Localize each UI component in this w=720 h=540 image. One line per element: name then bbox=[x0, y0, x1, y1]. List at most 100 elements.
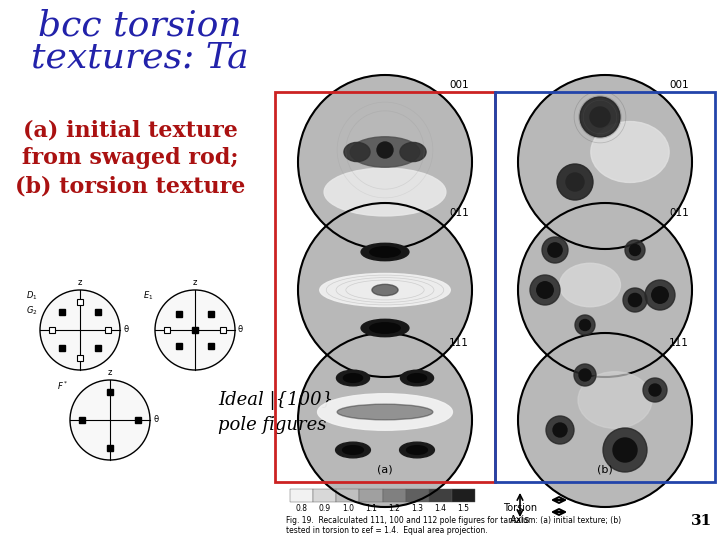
Ellipse shape bbox=[337, 404, 433, 420]
Circle shape bbox=[623, 288, 647, 312]
Ellipse shape bbox=[324, 168, 446, 216]
Text: (b) torsion texture: (b) torsion texture bbox=[15, 175, 246, 197]
Circle shape bbox=[613, 438, 637, 462]
Circle shape bbox=[645, 280, 675, 310]
Text: 0.8: 0.8 bbox=[296, 504, 307, 513]
Ellipse shape bbox=[372, 285, 398, 296]
Text: 1.2: 1.2 bbox=[388, 504, 400, 513]
Text: $F^*$: $F^*$ bbox=[57, 380, 68, 393]
Circle shape bbox=[603, 428, 647, 472]
Circle shape bbox=[625, 240, 645, 260]
Ellipse shape bbox=[578, 372, 652, 428]
Circle shape bbox=[546, 416, 574, 444]
Circle shape bbox=[652, 287, 668, 303]
Text: Torsion
Axis: Torsion Axis bbox=[503, 503, 537, 524]
Ellipse shape bbox=[343, 446, 364, 454]
Circle shape bbox=[70, 380, 150, 460]
Circle shape bbox=[548, 243, 562, 257]
Text: (a) initial texture: (a) initial texture bbox=[22, 119, 238, 141]
Bar bbox=[382, 489, 405, 502]
Circle shape bbox=[298, 75, 472, 249]
Text: 001: 001 bbox=[670, 80, 689, 90]
Text: (b): (b) bbox=[597, 464, 613, 474]
Circle shape bbox=[518, 333, 692, 507]
Circle shape bbox=[553, 423, 567, 437]
Text: 111: 111 bbox=[449, 338, 469, 348]
Text: θ: θ bbox=[153, 415, 158, 424]
Text: bcc torsion: bcc torsion bbox=[38, 8, 242, 42]
Circle shape bbox=[580, 320, 590, 330]
Text: 011: 011 bbox=[449, 208, 469, 218]
Ellipse shape bbox=[350, 137, 420, 167]
Circle shape bbox=[518, 75, 692, 249]
Ellipse shape bbox=[408, 374, 426, 382]
Ellipse shape bbox=[336, 442, 370, 458]
Ellipse shape bbox=[361, 319, 409, 337]
Text: Fig. 19.  Recalculated 111, 100 and 112 pole figures for tantalum: (a) initial t: Fig. 19. Recalculated 111, 100 and 112 p… bbox=[286, 516, 621, 535]
Circle shape bbox=[580, 97, 620, 137]
Circle shape bbox=[155, 290, 235, 370]
Circle shape bbox=[298, 333, 472, 507]
Ellipse shape bbox=[361, 244, 409, 261]
Circle shape bbox=[542, 237, 568, 263]
Circle shape bbox=[643, 378, 667, 402]
Bar bbox=[405, 489, 428, 502]
Circle shape bbox=[574, 364, 596, 386]
Circle shape bbox=[649, 384, 661, 396]
Circle shape bbox=[590, 107, 610, 127]
Ellipse shape bbox=[370, 247, 400, 257]
Ellipse shape bbox=[320, 273, 450, 307]
Circle shape bbox=[579, 369, 591, 381]
Bar bbox=[452, 489, 475, 502]
Ellipse shape bbox=[400, 143, 426, 161]
Ellipse shape bbox=[344, 143, 370, 161]
Circle shape bbox=[530, 275, 560, 305]
Ellipse shape bbox=[400, 370, 433, 386]
Circle shape bbox=[40, 290, 120, 370]
Ellipse shape bbox=[591, 122, 669, 183]
Bar bbox=[313, 489, 336, 502]
Circle shape bbox=[566, 173, 584, 191]
Circle shape bbox=[629, 245, 641, 255]
Ellipse shape bbox=[400, 442, 434, 458]
Text: 1.5: 1.5 bbox=[457, 504, 469, 513]
Bar bbox=[336, 489, 359, 502]
Circle shape bbox=[536, 282, 553, 298]
Circle shape bbox=[518, 203, 692, 377]
Ellipse shape bbox=[318, 394, 452, 430]
Text: pole figures: pole figures bbox=[218, 416, 326, 434]
Bar bbox=[428, 489, 452, 502]
Text: (a): (a) bbox=[377, 464, 393, 474]
Text: z: z bbox=[108, 368, 112, 377]
Text: 1.0: 1.0 bbox=[342, 504, 354, 513]
Text: 111: 111 bbox=[669, 338, 689, 348]
Text: $E_1$: $E_1$ bbox=[143, 290, 153, 302]
Ellipse shape bbox=[343, 374, 363, 382]
Bar bbox=[359, 489, 382, 502]
Circle shape bbox=[298, 203, 472, 377]
Text: θ: θ bbox=[123, 326, 128, 334]
Text: z: z bbox=[78, 278, 82, 287]
Text: θ: θ bbox=[238, 326, 243, 334]
Text: from swaged rod;: from swaged rod; bbox=[22, 147, 238, 169]
Ellipse shape bbox=[370, 323, 400, 333]
Text: 1.3: 1.3 bbox=[411, 504, 423, 513]
Text: 001: 001 bbox=[449, 80, 469, 90]
Text: z: z bbox=[193, 278, 197, 287]
Text: 0.9: 0.9 bbox=[319, 504, 330, 513]
Text: Ideal |{100}: Ideal |{100} bbox=[218, 390, 333, 409]
Text: $D_1$
$G_2$: $D_1$ $G_2$ bbox=[27, 290, 38, 317]
Text: textures: Ta: textures: Ta bbox=[31, 41, 249, 75]
Text: 1.4: 1.4 bbox=[434, 504, 446, 513]
Circle shape bbox=[377, 142, 393, 158]
Circle shape bbox=[629, 293, 642, 307]
Circle shape bbox=[575, 315, 595, 335]
Ellipse shape bbox=[559, 263, 621, 307]
Text: 1.1: 1.1 bbox=[365, 504, 377, 513]
Circle shape bbox=[557, 164, 593, 200]
Bar bbox=[290, 489, 313, 502]
Text: 31: 31 bbox=[690, 514, 712, 528]
Ellipse shape bbox=[336, 370, 369, 386]
Ellipse shape bbox=[407, 446, 428, 454]
Text: 011: 011 bbox=[670, 208, 689, 218]
